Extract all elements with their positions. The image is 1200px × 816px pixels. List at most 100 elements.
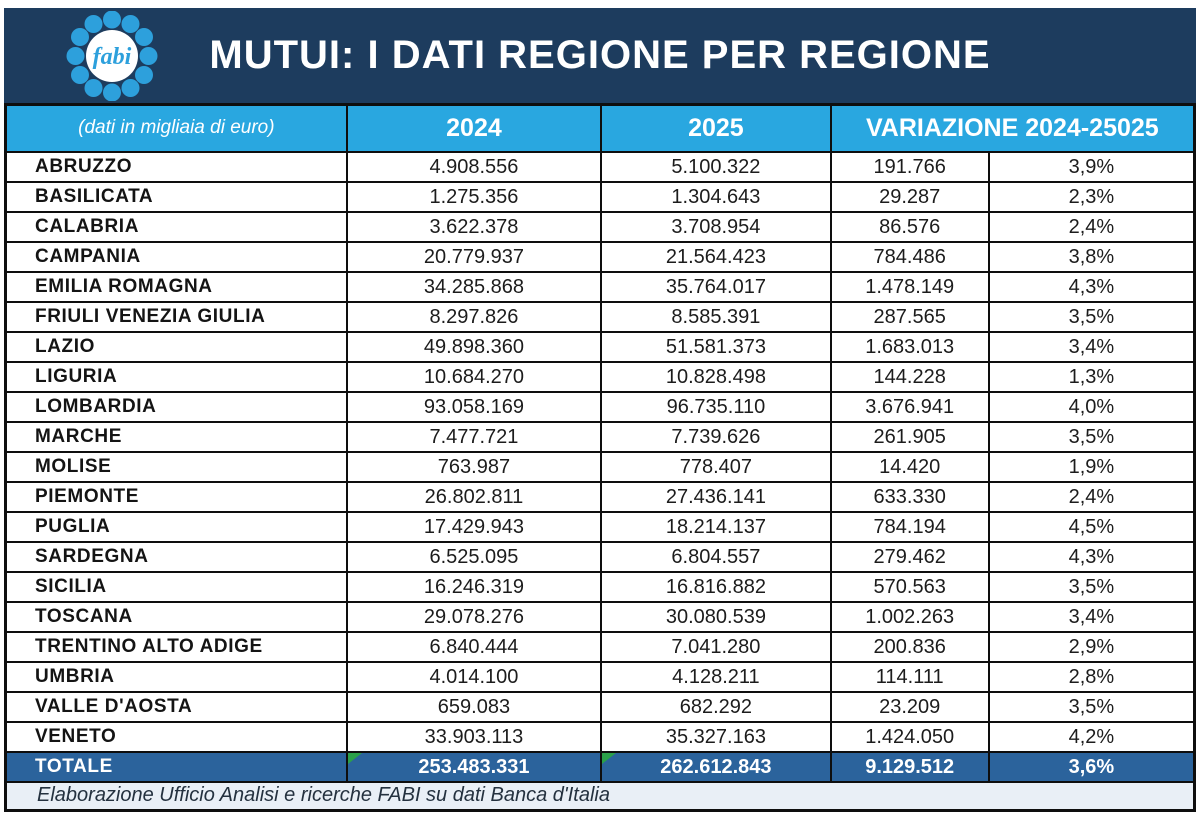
value-2024-cell: 8.297.826 — [345, 300, 603, 333]
region-cell: CALABRIA — [4, 210, 348, 243]
fabi-logo-icon: fabi — [66, 11, 158, 101]
table-row: ABRUZZO 4.908.556 5.100.322 191.766 3,9% — [4, 150, 1196, 183]
variation-pct-cell: 3,9% — [987, 150, 1196, 183]
variation-pct-cell: 1,3% — [987, 360, 1196, 393]
value-2024-cell: 1.275.356 — [345, 180, 603, 213]
value-2024-cell: 659.083 — [345, 690, 603, 723]
variation-pct-cell: 2,3% — [987, 180, 1196, 213]
variation-pct-cell: 3,4% — [987, 330, 1196, 363]
total-2024-cell: 253.483.331 — [345, 750, 603, 783]
region-cell: SARDEGNA — [4, 540, 348, 573]
region-cell: LOMBARDIA — [4, 390, 348, 423]
variation-pct-cell: 3,5% — [987, 690, 1196, 723]
value-2025-cell: 18.214.137 — [600, 510, 832, 543]
total-pct-cell: 3,6% — [987, 750, 1196, 783]
value-2025-cell: 1.304.643 — [600, 180, 832, 213]
table-row: CAMPANIA 20.779.937 21.564.423 784.486 3… — [4, 240, 1196, 273]
table-row: VENETO 33.903.113 35.327.163 1.424.050 4… — [4, 720, 1196, 753]
value-2024-cell: 29.078.276 — [345, 600, 603, 633]
value-2024-cell: 34.285.868 — [345, 270, 603, 303]
value-2025-cell: 4.128.211 — [600, 660, 832, 693]
variation-pct-cell: 4,3% — [987, 540, 1196, 573]
region-cell: SICILIA — [4, 570, 348, 603]
variation-value-cell: 1.424.050 — [829, 720, 990, 753]
variation-pct-cell: 4,5% — [987, 510, 1196, 543]
source-note: Elaborazione Ufficio Analisi e ricerche … — [4, 780, 1196, 812]
table-row: PUGLIA 17.429.943 18.214.137 784.194 4,5… — [4, 510, 1196, 543]
header-row: (dati in migliaia di euro) 2024 2025 VAR… — [4, 103, 1196, 153]
value-2025-cell: 682.292 — [600, 690, 832, 723]
table-row: PIEMONTE 26.802.811 27.436.141 633.330 2… — [4, 480, 1196, 513]
region-cell: ABRUZZO — [4, 150, 348, 183]
green-corner-flag-icon — [602, 752, 617, 764]
green-corner-flag-icon — [347, 752, 362, 764]
variation-pct-cell: 2,8% — [987, 660, 1196, 693]
table-body: ABRUZZO 4.908.556 5.100.322 191.766 3,9%… — [4, 150, 1196, 783]
value-2024-cell: 17.429.943 — [345, 510, 603, 543]
value-2024-cell: 4.908.556 — [345, 150, 603, 183]
region-cell: LAZIO — [4, 330, 348, 363]
value-2025-cell: 30.080.539 — [600, 600, 832, 633]
value-2024-cell: 7.477.721 — [345, 420, 603, 453]
region-cell: EMILIA ROMAGNA — [4, 270, 348, 303]
variation-value-cell: 200.836 — [829, 630, 990, 663]
region-cell: TOSCANA — [4, 600, 348, 633]
variation-value-cell: 279.462 — [829, 540, 990, 573]
region-cell: PUGLIA — [4, 510, 348, 543]
value-2025-cell: 778.407 — [600, 450, 832, 483]
variation-value-cell: 29.287 — [829, 180, 990, 213]
region-cell: LIGURIA — [4, 360, 348, 393]
value-2024-cell: 763.987 — [345, 450, 603, 483]
table-row: UMBRIA 4.014.100 4.128.211 114.111 2,8% — [4, 660, 1196, 693]
fabi-logo-text: fabi — [93, 44, 132, 70]
value-2024-cell: 6.840.444 — [345, 630, 603, 663]
value-2025-cell: 51.581.373 — [600, 330, 832, 363]
region-cell: FRIULI VENEZIA GIULIA — [4, 300, 348, 333]
value-2025-cell: 96.735.110 — [600, 390, 832, 423]
variation-value-cell: 144.228 — [829, 360, 990, 393]
variation-value-cell: 3.676.941 — [829, 390, 990, 423]
region-cell: BASILICATA — [4, 180, 348, 213]
table-row: BASILICATA 1.275.356 1.304.643 29.287 2,… — [4, 180, 1196, 213]
value-2024-cell: 26.802.811 — [345, 480, 603, 513]
variation-pct-cell: 2,9% — [987, 630, 1196, 663]
value-2025-cell: 16.816.882 — [600, 570, 832, 603]
variation-value-cell: 1.002.263 — [829, 600, 990, 633]
table-row: TRENTINO ALTO ADIGE 6.840.444 7.041.280 … — [4, 630, 1196, 663]
value-2025-cell: 10.828.498 — [600, 360, 832, 393]
unit-note: (dati in migliaia di euro) — [4, 103, 348, 153]
value-2025-cell: 5.100.322 — [600, 150, 832, 183]
variation-pct-cell: 3,5% — [987, 300, 1196, 333]
table-row: VALLE D'AOSTA 659.083 682.292 23.209 3,5… — [4, 690, 1196, 723]
value-2024-cell: 20.779.937 — [345, 240, 603, 273]
variation-pct-cell: 2,4% — [987, 480, 1196, 513]
source-row: Elaborazione Ufficio Analisi e ricerche … — [4, 780, 1196, 812]
table-row: TOSCANA 29.078.276 30.080.539 1.002.263 … — [4, 600, 1196, 633]
variation-pct-cell: 3,5% — [987, 570, 1196, 603]
value-2025-cell: 21.564.423 — [600, 240, 832, 273]
variation-pct-cell: 3,8% — [987, 240, 1196, 273]
region-cell: CAMPANIA — [4, 240, 348, 273]
variation-value-cell: 570.563 — [829, 570, 990, 603]
variation-pct-cell: 3,4% — [987, 600, 1196, 633]
variation-value-cell: 784.194 — [829, 510, 990, 543]
value-2025-cell: 35.764.017 — [600, 270, 832, 303]
region-cell: UMBRIA — [4, 660, 348, 693]
region-cell: MOLISE — [4, 450, 348, 483]
variation-value-cell: 23.209 — [829, 690, 990, 723]
table-row: LAZIO 49.898.360 51.581.373 1.683.013 3,… — [4, 330, 1196, 363]
value-2024-cell: 10.684.270 — [345, 360, 603, 393]
variation-value-cell: 86.576 — [829, 210, 990, 243]
value-2024-cell: 3.622.378 — [345, 210, 603, 243]
column-header-variation: VARIAZIONE 2024-25025 — [829, 103, 1196, 153]
variation-value-cell: 14.420 — [829, 450, 990, 483]
table-row: LOMBARDIA 93.058.169 96.735.110 3.676.94… — [4, 390, 1196, 423]
total-row: TOTALE 253.483.331 262.612.843 9.129.512… — [4, 750, 1196, 783]
region-cell: PIEMONTE — [4, 480, 348, 513]
value-2024-cell: 49.898.360 — [345, 330, 603, 363]
region-cell: VALLE D'AOSTA — [4, 690, 348, 723]
title-band: fabi MUTUI: I DATI REGIONE PER REGIONE — [4, 8, 1196, 103]
variation-pct-cell: 3,5% — [987, 420, 1196, 453]
table-footer: Elaborazione Ufficio Analisi e ricerche … — [4, 780, 1196, 812]
